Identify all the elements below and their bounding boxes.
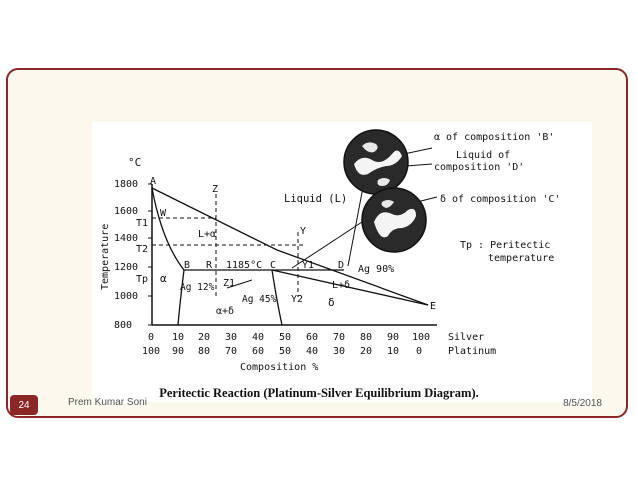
footer-date: 8/5/2018: [563, 398, 602, 409]
x-tick-silver: 100: [412, 332, 430, 343]
x-tick-platinum: 0: [416, 346, 422, 357]
micrograph-liquid-label-2: composition 'D': [434, 162, 524, 173]
x-tick-silver: 70: [333, 332, 345, 343]
y-mark-t1: T1: [136, 218, 148, 229]
x-tick-platinum: 80: [198, 346, 210, 357]
x-tick-platinum: 90: [172, 346, 184, 357]
alpha-solidus-curve: [151, 187, 185, 271]
peritectic-temperature: 1185°C: [226, 260, 262, 271]
x-tick-silver: 80: [360, 332, 372, 343]
y-unit: °C: [128, 156, 141, 169]
phase-diagram-figure: °C Temperature 1800 1600 1400 1200 1000 …: [92, 122, 592, 402]
y-tick: 1200: [114, 262, 138, 273]
point-y1: Y1: [302, 260, 314, 271]
x-tick-silver: 30: [225, 332, 237, 343]
x-tick-platinum: 60: [252, 346, 264, 357]
x-tick-silver: 20: [198, 332, 210, 343]
x-tick-platinum: 20: [360, 346, 372, 357]
note-peritectic: Tp : Peritectic: [460, 240, 550, 251]
figure-caption: Peritectic Reaction (Platinum-Silver Equ…: [159, 386, 479, 400]
composition-d: Ag 90%: [358, 264, 394, 275]
point-z1: Z1: [223, 278, 235, 289]
micrograph-delta-label: δ of composition 'C': [440, 194, 560, 205]
x-tick-platinum: 30: [333, 346, 345, 357]
x-tick-platinum: 50: [279, 346, 291, 357]
x-tick-platinum: 10: [387, 346, 399, 357]
x-tick-silver: 90: [387, 332, 399, 343]
point-c: C: [270, 260, 276, 271]
leader-line-lower: [291, 221, 363, 269]
y-mark-t2: T2: [136, 244, 148, 255]
y-tick: 1400: [114, 233, 138, 244]
region-l-delta: L+δ: [332, 280, 350, 291]
delta-solvus-curve: [271, 269, 283, 326]
alpha-solvus-curve: [177, 269, 185, 326]
x-tick-silver: 0: [148, 332, 154, 343]
micrograph-alpha-label: α of composition 'B': [434, 132, 554, 143]
point-y: Y: [300, 226, 306, 237]
leader-line-upper: [347, 181, 365, 267]
micrograph-liquid-label-1: Liquid of: [456, 150, 510, 161]
x-tick-platinum: 70: [225, 346, 237, 357]
point-e: E: [430, 301, 436, 312]
leader-line-alpha: [403, 147, 433, 155]
composition-b: Ag 12%: [180, 282, 215, 293]
leader-line-z1: [226, 279, 253, 289]
x-tick-platinum: 100: [142, 346, 160, 357]
x-series-silver: Silver: [448, 332, 484, 343]
point-z: Z: [212, 184, 218, 195]
leader-line-liquid: [405, 163, 433, 167]
x-tick-platinum: 40: [306, 346, 318, 357]
micrograph-lower: [361, 187, 427, 253]
x-tick-silver: 60: [306, 332, 318, 343]
region-alpha: α: [160, 272, 167, 285]
micrograph-upper: [343, 129, 409, 195]
region-liquid: Liquid (L): [284, 193, 347, 205]
point-d: D: [338, 260, 344, 271]
region-delta: δ: [328, 296, 335, 309]
y-axis-label: Temperature: [100, 224, 111, 290]
slide-number-badge: 24: [10, 395, 38, 415]
point-a: A: [150, 176, 156, 187]
y-tick: 800: [114, 320, 132, 331]
x-tick-silver: 10: [172, 332, 184, 343]
point-b: B: [184, 260, 190, 271]
x-tick-silver: 50: [279, 332, 291, 343]
region-alpha-delta: α+δ: [216, 306, 234, 317]
liquidus-line: [151, 187, 429, 306]
x-axis-label: Composition %: [240, 362, 318, 373]
y-tick: 1600: [114, 206, 138, 217]
point-y2: Y2: [291, 294, 303, 305]
x-series-platinum: Platinum: [448, 346, 496, 357]
composition-c: Ag 45%: [242, 294, 277, 305]
point-r: R: [206, 260, 213, 271]
note-temperature: temperature: [488, 253, 554, 264]
region-l-alpha: L+α: [198, 229, 216, 240]
y-tick: 1800: [114, 179, 138, 190]
y-mark-tp: Tp: [136, 274, 148, 285]
x-tick-silver: 40: [252, 332, 264, 343]
footer-author: Prem Kumar Soni: [68, 397, 147, 408]
phase-diagram: °C Temperature 1800 1600 1400 1200 1000 …: [100, 129, 560, 373]
y-tick: 1000: [114, 291, 138, 302]
point-w: W: [160, 208, 167, 219]
